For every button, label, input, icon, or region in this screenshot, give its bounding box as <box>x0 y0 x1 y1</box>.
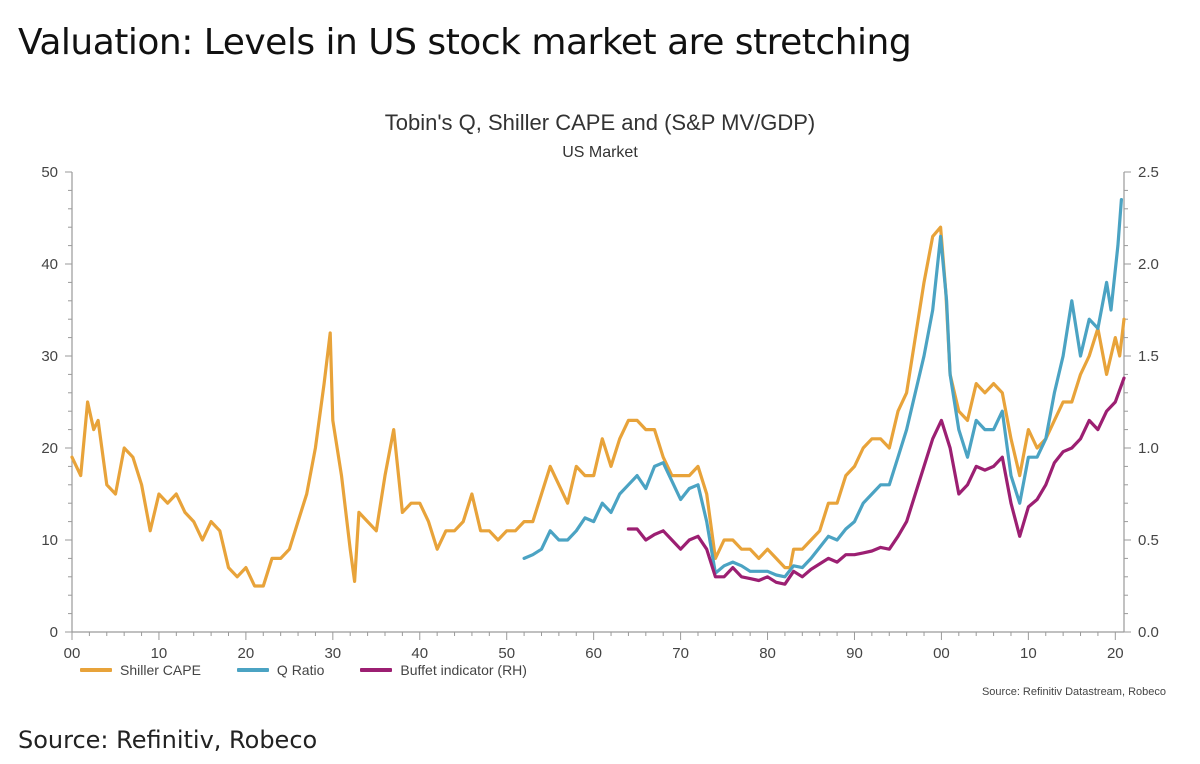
left-tick-label: 50 <box>41 164 58 181</box>
x-tick-label: 30 <box>324 645 341 662</box>
x-tick-label: 80 <box>759 645 776 662</box>
right-tick-label: 2.0 <box>1138 256 1159 273</box>
x-tick-label: 00 <box>933 645 950 662</box>
legend-swatch-buffet <box>360 668 393 672</box>
legend-swatch-q-ratio <box>236 668 269 672</box>
left-tick-label: 40 <box>41 256 58 273</box>
left-tick-label: 20 <box>41 440 58 457</box>
chart-plot: 00 10 20 30 40 50 60 70 80 90 00 10 20 0 10 20 30 40 50 0.0… <box>41 164 1159 662</box>
axes <box>65 171 1131 640</box>
right-tick-label: 0.0 <box>1138 624 1159 641</box>
series-line-buffet-indicator <box>626 376 1126 586</box>
x-tick-label: 20 <box>238 645 255 662</box>
legend: Shiller CAPE Q Ratio Buffet indicator (R… <box>80 662 527 678</box>
legend-label-buffet: Buffet indicator (RH) <box>400 662 527 678</box>
legend-item-buffet: Buffet indicator (RH) <box>360 662 527 678</box>
chart-container: Tobin's Q, Shiller CAPE and (S&P MV/GDP)… <box>0 90 1200 710</box>
x-tick-label: 10 <box>151 645 168 662</box>
series-line-shiller-cape <box>70 225 1126 588</box>
legend-item-cape: Shiller CAPE <box>80 662 201 678</box>
x-tick-label: 00 <box>64 645 81 662</box>
chart-source-note: Source: Refinitiv Datastream, Robeco <box>981 686 1166 698</box>
chart-title: Tobin's Q, Shiller CAPE and (S&P MV/GDP) <box>384 110 816 135</box>
series-line-q-ratio <box>522 198 1123 579</box>
left-tick-label: 0 <box>50 624 58 641</box>
legend-swatch-cape <box>80 668 112 672</box>
tick-labels: 00 10 20 30 40 50 60 70 80 90 00 10 20 0 10 20 30 40 50 0.0… <box>41 164 1159 662</box>
x-tick-label: 50 <box>498 645 515 662</box>
x-tick-label: 20 <box>1107 645 1124 662</box>
right-tick-label: 0.5 <box>1138 532 1159 549</box>
x-tick-label: 10 <box>1020 645 1037 662</box>
right-tick-label: 2.5 <box>1138 164 1159 181</box>
left-tick-label: 30 <box>41 348 58 365</box>
x-tick-label: 60 <box>585 645 602 662</box>
legend-item-q-ratio: Q Ratio <box>236 662 325 678</box>
right-tick-label: 1.5 <box>1138 348 1159 365</box>
x-tick-label: 40 <box>411 645 428 662</box>
x-tick-label: 90 <box>846 645 863 662</box>
x-tick-label: 70 <box>672 645 689 662</box>
chart-subtitle: US Market <box>562 144 638 161</box>
slide-title: Valuation: Levels in US stock market are… <box>18 22 912 63</box>
right-tick-label: 1.0 <box>1138 440 1159 457</box>
legend-label-q-ratio: Q Ratio <box>276 662 325 678</box>
left-tick-label: 10 <box>41 532 58 549</box>
legend-label-cape: Shiller CAPE <box>120 662 201 678</box>
slide-source: Source: Refinitiv, Robeco <box>18 726 318 754</box>
series-layer <box>70 198 1126 588</box>
